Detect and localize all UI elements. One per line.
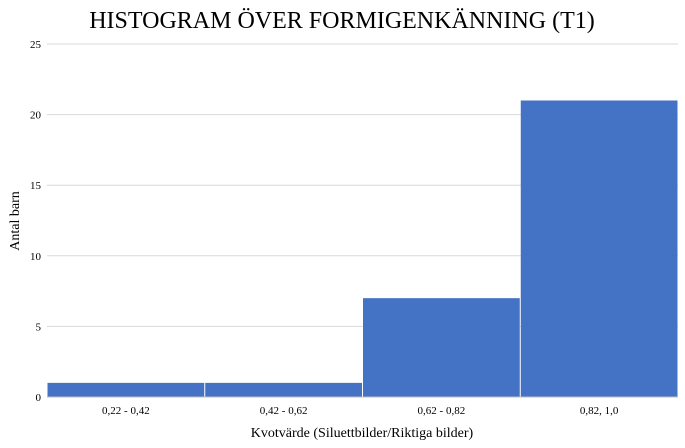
bar bbox=[363, 298, 520, 397]
y-axis-ticks: 0 5 10 15 20 25 bbox=[30, 39, 42, 404]
y-tick-label: 10 bbox=[30, 251, 42, 263]
chart-title: HISTOGRAM ÖVER FORMIGENKÄNNING (T1) bbox=[89, 8, 595, 34]
y-tick-label: 20 bbox=[30, 110, 42, 122]
x-tick-label: 0,82, 1,0 bbox=[580, 405, 619, 417]
x-tick-label: 0,62 - 0,82 bbox=[418, 405, 466, 417]
x-axis-label: Kvotvärde (Siluettbilder/Riktiga bilder) bbox=[251, 426, 474, 441]
bar bbox=[47, 382, 205, 397]
x-tick-label: 0,42 - 0,62 bbox=[260, 405, 308, 417]
y-tick-label: 0 bbox=[36, 392, 42, 404]
y-axis-label: Antal barn bbox=[8, 191, 23, 250]
x-tick-label: 0,22 - 0,42 bbox=[102, 405, 150, 417]
bars bbox=[47, 100, 678, 397]
y-tick-label: 15 bbox=[30, 180, 42, 192]
bar bbox=[520, 100, 678, 397]
y-tick-label: 5 bbox=[36, 321, 42, 333]
x-axis-ticks: 0,22 - 0,42 0,42 - 0,62 0,62 - 0,82 0,82, 1… bbox=[102, 405, 619, 417]
bar bbox=[205, 382, 362, 397]
y-tick-label: 25 bbox=[30, 39, 42, 51]
